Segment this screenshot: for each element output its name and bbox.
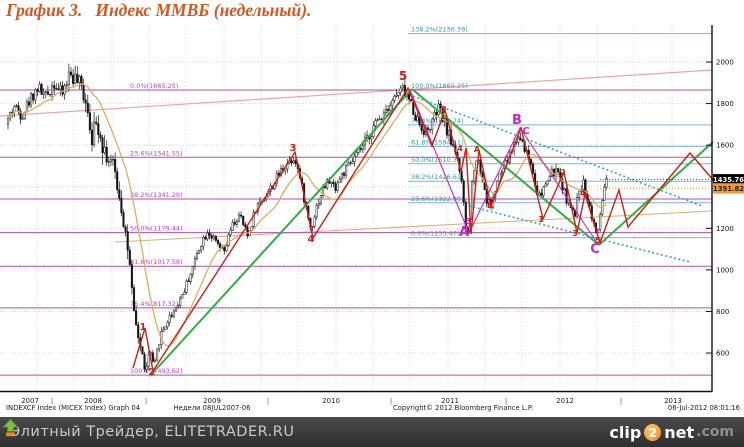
- svg-text:2: 2: [560, 168, 566, 177]
- svg-text:76.4%(1697.74): 76.4%(1697.74): [411, 117, 464, 125]
- footer-instrument: INDEXCF Index (MICEX Index) Graph 04: [6, 404, 141, 412]
- svg-text:50.0%(1179.44): 50.0%(1179.44): [130, 225, 183, 233]
- logo-net: net: [664, 422, 695, 442]
- svg-text:C: C: [522, 126, 529, 137]
- svg-text:4: 4: [457, 144, 463, 153]
- footer-copyright: Copyright© 2012 Bloomberg Finance L.P.: [392, 404, 534, 412]
- svg-text:800: 800: [716, 308, 729, 316]
- svg-text:76.4%(817.32): 76.4%(817.32): [130, 300, 178, 308]
- svg-text:138.2%(2136.39): 138.2%(2136.39): [411, 26, 468, 34]
- svg-text:|: |: [505, 397, 507, 405]
- svg-text:5: 5: [465, 217, 471, 226]
- svg-text:5: 5: [399, 69, 407, 83]
- svg-text:|: |: [145, 397, 147, 405]
- svg-text:0.0%(1155.47): 0.0%(1155.47): [411, 230, 459, 238]
- svg-text:38.2%(1341.29): 38.2%(1341.29): [130, 191, 183, 199]
- svg-text:3: 3: [290, 143, 297, 154]
- svg-text:23.6%(1541.55): 23.6%(1541.55): [130, 149, 183, 157]
- watermark-bar: Элитный Трейдер, ELITETRADER.RU clip 2 n…: [0, 417, 744, 447]
- svg-text:1391.82: 1391.82: [713, 185, 744, 193]
- svg-text:1800: 1800: [716, 100, 734, 108]
- svg-text:0.0%(1865.25): 0.0%(1865.25): [130, 82, 178, 90]
- svg-text:1200: 1200: [716, 225, 734, 233]
- svg-text:1000: 1000: [716, 266, 734, 274]
- svg-text:|: |: [620, 397, 622, 405]
- watermark-text: Элитный Трейдер, ELITETRADER.RU: [10, 424, 295, 440]
- svg-text:|: |: [267, 397, 269, 405]
- svg-text:1600: 1600: [716, 142, 734, 150]
- svg-text:2007: 2007: [21, 397, 39, 405]
- svg-text:2: 2: [149, 367, 156, 378]
- svg-text:2: 2: [441, 105, 447, 114]
- candlestick-chart: 138.2%(2136.39) 100.0%(1865.25) 76.4%(1697…: [0, 25, 744, 405]
- logo-two-badge: 2: [644, 423, 662, 441]
- svg-text:B: B: [487, 201, 493, 210]
- svg-text:50.0%(1510.36): 50.0%(1510.36): [411, 156, 464, 164]
- svg-text:|: |: [51, 397, 53, 405]
- svg-text:1: 1: [140, 322, 147, 333]
- svg-text:B: B: [512, 113, 522, 128]
- footer-period: Недели 08JUL2007-06: [173, 404, 251, 412]
- svg-text:61.8%(1594.11): 61.8%(1594.11): [411, 138, 464, 146]
- svg-text:C: C: [590, 242, 600, 257]
- svg-text:2013: 2013: [664, 397, 682, 405]
- chart-title: График 3. Индекс ММВБ (недельный).: [6, 0, 312, 20]
- svg-text:4: 4: [580, 189, 586, 198]
- svg-text:A: A: [459, 225, 469, 240]
- clip2net-logo[interactable]: clip 2 net .com: [2, 418, 734, 442]
- svg-text:38.2%(1426.61): 38.2%(1426.61): [411, 173, 464, 181]
- upload-arrow-icon: [2, 418, 19, 437]
- svg-text:2012: 2012: [556, 397, 574, 405]
- svg-text:1435.76: 1435.76: [713, 176, 744, 184]
- svg-text:1: 1: [538, 215, 544, 224]
- svg-text:4: 4: [308, 234, 315, 245]
- logo-dotcom: .com: [696, 424, 734, 440]
- svg-text:2011: 2011: [441, 397, 459, 405]
- svg-text:3: 3: [572, 229, 578, 238]
- svg-text:2008: 2008: [84, 397, 102, 405]
- svg-text:5: 5: [595, 236, 601, 245]
- logo-clip: clip: [609, 422, 642, 442]
- svg-text:100.0%(493.62): 100.0%(493.62): [130, 367, 183, 375]
- svg-text:2010: 2010: [322, 397, 340, 405]
- svg-text:600: 600: [716, 350, 729, 358]
- svg-text:100.0%(1865.25): 100.0%(1865.25): [411, 82, 468, 90]
- svg-text:A: A: [474, 145, 481, 154]
- svg-text:2009: 2009: [203, 397, 221, 405]
- footer-timestamp: 06-Jul-2012 08:01:16: [667, 404, 740, 412]
- svg-text:61.8%(1017.58): 61.8%(1017.58): [130, 258, 183, 266]
- svg-text:|: |: [390, 397, 392, 405]
- svg-text:2000: 2000: [716, 59, 734, 67]
